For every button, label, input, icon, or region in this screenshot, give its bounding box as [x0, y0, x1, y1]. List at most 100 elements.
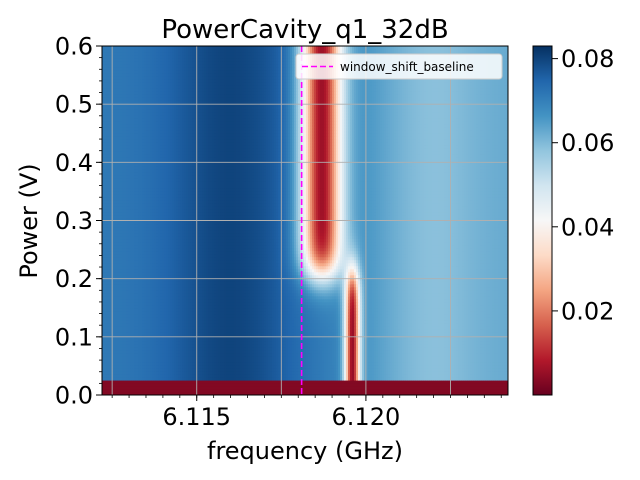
heatmap-cell: [308, 361, 311, 366]
heatmap-cell: [180, 343, 183, 348]
heatmap-cell: [182, 388, 185, 393]
heatmap-cell: [482, 367, 485, 372]
heatmap-cell: [420, 346, 423, 351]
heatmap-cell: [396, 385, 399, 390]
heatmap-cell: [462, 379, 465, 384]
heatmap-cell: [354, 352, 357, 357]
heatmap-cell: [206, 382, 209, 387]
heatmap-cell: [148, 373, 151, 378]
heatmap-cell: [148, 343, 151, 348]
heatmap-cell: [438, 385, 441, 390]
heatmap-cell: [240, 379, 243, 384]
heatmap-cell: [256, 349, 259, 354]
heatmap-cell: [336, 373, 339, 378]
heatmap-cell: [326, 361, 329, 366]
heatmap-cell: [176, 385, 179, 390]
heatmap-cell: [172, 361, 175, 366]
heatmap-cell: [368, 376, 371, 381]
heatmap-cell: [504, 364, 507, 369]
heatmap-cell: [278, 376, 281, 381]
heatmap-cell: [498, 361, 501, 366]
heatmap-cell: [284, 358, 287, 363]
heatmap-cell: [402, 340, 405, 345]
heatmap-cell: [182, 376, 185, 381]
heatmap-cell: [398, 388, 401, 393]
heatmap-cell: [336, 358, 339, 363]
heatmap-cell: [444, 385, 447, 390]
heatmap-cell: [164, 391, 167, 395]
heatmap-cell: [192, 361, 195, 366]
heatmap-cell: [330, 391, 333, 395]
heatmap-cell: [482, 355, 485, 360]
heatmap-cell: [136, 385, 139, 390]
heatmap-cell: [194, 376, 197, 381]
heatmap-cell: [154, 382, 157, 387]
heatmap-cell: [226, 346, 229, 351]
heatmap-cell: [176, 346, 179, 351]
heatmap-cell: [392, 340, 395, 345]
heatmap-cell: [106, 355, 109, 360]
heatmap-cell: [110, 388, 113, 393]
heatmap-cell: [472, 385, 475, 390]
heatmap-cell: [460, 385, 463, 390]
heatmap-cell: [460, 358, 463, 363]
heatmap-cell: [434, 379, 437, 384]
heatmap-cell: [228, 346, 231, 351]
heatmap-cell: [150, 382, 153, 387]
heatmap-cell: [314, 352, 317, 357]
heatmap-cell: [358, 352, 361, 357]
heatmap-cell: [258, 379, 261, 384]
heatmap-cell: [270, 355, 273, 360]
heatmap-cell: [410, 361, 413, 366]
heatmap-cell: [176, 358, 179, 363]
heatmap-cell: [336, 382, 339, 387]
heatmap-cell: [184, 385, 187, 390]
heatmap-cell: [408, 370, 411, 375]
heatmap-cell: [318, 349, 321, 354]
heatmap-cell: [216, 355, 219, 360]
heatmap-cell: [308, 370, 311, 375]
heatmap-cell: [304, 370, 307, 375]
heatmap-cell: [492, 361, 495, 366]
heatmap-cell: [194, 385, 197, 390]
heatmap-cell: [214, 343, 217, 348]
heatmap-cell: [364, 382, 367, 387]
heatmap-cell: [296, 358, 299, 363]
heatmap-cell: [224, 379, 227, 384]
heatmap-cell: [442, 379, 445, 384]
heatmap-cell: [298, 382, 301, 387]
heatmap-cell: [210, 367, 213, 372]
heatmap-cell: [502, 379, 505, 384]
heatmap-cell: [124, 388, 127, 393]
heatmap-cell: [358, 373, 361, 378]
heatmap-cell: [392, 373, 395, 378]
heatmap-cell: [376, 382, 379, 387]
heatmap-cell: [358, 343, 361, 348]
heatmap-cell: [444, 379, 447, 384]
heatmap-cell: [236, 379, 239, 384]
heatmap-cell: [498, 346, 501, 351]
heatmap-cell: [470, 382, 473, 387]
heatmap-cell: [158, 346, 161, 351]
heatmap-cell: [438, 349, 441, 354]
heatmap-cell: [290, 385, 293, 390]
heatmap-cell: [208, 346, 211, 351]
heatmap-cell: [444, 340, 447, 345]
heatmap-cell: [152, 367, 155, 372]
heatmap-cell: [160, 373, 163, 378]
heatmap-cell: [230, 367, 233, 372]
heatmap-cell: [134, 391, 137, 395]
heatmap-cell: [124, 385, 127, 390]
heatmap-cell: [492, 385, 495, 390]
heatmap-cell: [350, 373, 353, 378]
heatmap-cell: [190, 373, 193, 378]
heatmap-cell: [138, 358, 141, 363]
heatmap-cell: [480, 343, 483, 348]
heatmap-cell: [502, 343, 505, 348]
heatmap-cell: [296, 382, 299, 387]
heatmap-cell: [322, 355, 325, 360]
heatmap-cell: [302, 370, 305, 375]
heatmap-cell: [140, 385, 143, 390]
heatmap-cell: [204, 346, 207, 351]
heatmap-cell: [474, 382, 477, 387]
